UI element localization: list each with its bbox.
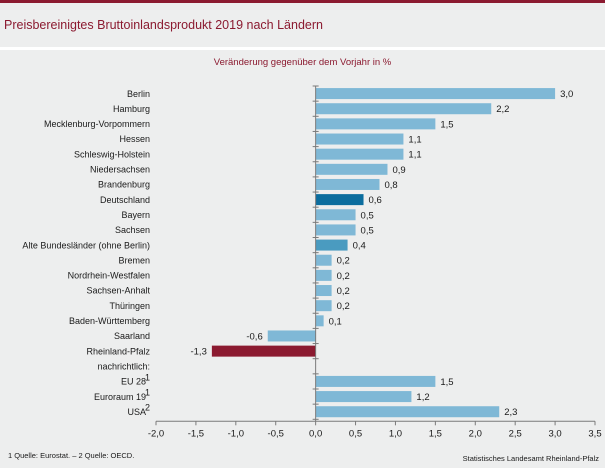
data-label: 0,5 [361, 225, 374, 236]
category-label: Hessen [119, 134, 150, 144]
bar [315, 300, 332, 312]
x-tick-label: 3,0 [548, 428, 561, 439]
bar [315, 178, 380, 190]
x-tick-label: -2,0 [148, 428, 164, 439]
category-label: USA [127, 407, 146, 417]
footnote-marker: 1 [145, 372, 150, 382]
chart-subtitle: Veränderung gegenüber dem Vorjahr in % [213, 57, 392, 68]
footnote-marker: 2 [145, 403, 150, 413]
data-label: 1,5 [440, 119, 453, 130]
data-label: 3,0 [560, 89, 573, 100]
category-label: Thüringen [109, 301, 150, 311]
bar [315, 118, 436, 130]
data-label: 1,5 [440, 377, 453, 388]
chart-panel: Veränderung gegenüber dem Vorjahr in % B… [0, 50, 605, 468]
page-title: Preisbereinigtes Bruttoinlandsprodukt 20… [4, 18, 323, 32]
x-tick-label: 1,5 [429, 428, 442, 439]
x-tick-label: 0,0 [309, 428, 322, 439]
source-credit: Statistisches Landesamt Rheinland-Pfalz [462, 454, 599, 463]
category-label: Schleswig-Holstein [74, 149, 150, 159]
bar [315, 269, 332, 281]
category-label: EU 28 [121, 377, 146, 387]
category-label: Bayern [121, 210, 150, 220]
category-label: Sachsen-Anhalt [86, 286, 150, 296]
data-label: 0,8 [384, 180, 397, 191]
bar [267, 330, 316, 342]
bar [315, 224, 356, 236]
data-label: 0,2 [337, 286, 350, 297]
category-label: Deutschland [100, 195, 150, 205]
x-tick-label: -0,5 [268, 428, 284, 439]
bar [315, 406, 500, 418]
category-label: Alte Bundesländer (ohne Berlin) [22, 240, 150, 250]
bar [315, 239, 348, 251]
category-label: Bremen [118, 255, 150, 265]
bar [315, 163, 388, 175]
x-tick-label: 2,5 [509, 428, 522, 439]
bar [315, 209, 356, 221]
data-label: 0,1 [329, 316, 342, 327]
category-label: Sachsen [115, 225, 150, 235]
data-label: 0,6 [369, 195, 382, 206]
bar [315, 148, 404, 160]
category-label: Saarland [114, 331, 150, 341]
bar [211, 345, 316, 357]
data-label: 2,3 [504, 407, 517, 418]
bar [315, 194, 364, 206]
data-label: 0,2 [337, 256, 350, 267]
data-label: -1,3 [190, 347, 206, 358]
data-label: 0,5 [361, 210, 374, 221]
footnote-marker: 1 [145, 388, 150, 398]
bar [315, 103, 492, 115]
footnote: 1 Quelle: Eurostat. – 2 Quelle: OECD. [8, 451, 135, 460]
bar [315, 315, 324, 327]
category-label: nachrichtlich: [97, 361, 150, 371]
category-label: Nordrhein-Westfalen [68, 271, 150, 281]
data-label: 1,2 [416, 392, 429, 403]
bar [315, 391, 412, 403]
data-label: 0,4 [353, 241, 366, 252]
data-label: 0,2 [337, 301, 350, 312]
bar [315, 285, 332, 297]
category-label: Mecklenburg-Vorpommern [44, 119, 150, 129]
bar [315, 88, 556, 100]
data-label: 1,1 [408, 135, 421, 146]
category-label: Baden-Württemberg [69, 316, 150, 326]
x-tick-label: 1,0 [389, 428, 402, 439]
bar [315, 375, 436, 387]
data-label: 0,9 [392, 165, 405, 176]
x-tick-label: 0,5 [349, 428, 362, 439]
category-label: Rheinland-Pfalz [86, 346, 150, 356]
x-tick-label: -1,0 [228, 428, 244, 439]
bar [315, 133, 404, 145]
header: Preisbereinigtes Bruttoinlandsprodukt 20… [0, 3, 605, 47]
category-label: Hamburg [113, 104, 150, 114]
x-tick-label: -1,5 [188, 428, 204, 439]
data-label: -0,6 [246, 331, 262, 342]
category-label: Berlin [127, 89, 150, 99]
bar-chart: Berlin 3,0 Hamburg 2,2 Mecklenburg-Vorpommer… [22, 85, 602, 439]
category-label: Brandenburg [98, 180, 150, 190]
data-label: 0,2 [337, 271, 350, 282]
category-label: Niedersachsen [90, 165, 150, 175]
data-label: 2,2 [496, 104, 509, 115]
category-label: Euroraum 19 [94, 392, 146, 402]
data-label: 1,1 [408, 150, 421, 161]
top-accent-bar [0, 0, 605, 3]
bar [315, 254, 332, 266]
x-tick-label: 3,5 [588, 428, 601, 439]
x-tick-label: 2,0 [469, 428, 482, 439]
